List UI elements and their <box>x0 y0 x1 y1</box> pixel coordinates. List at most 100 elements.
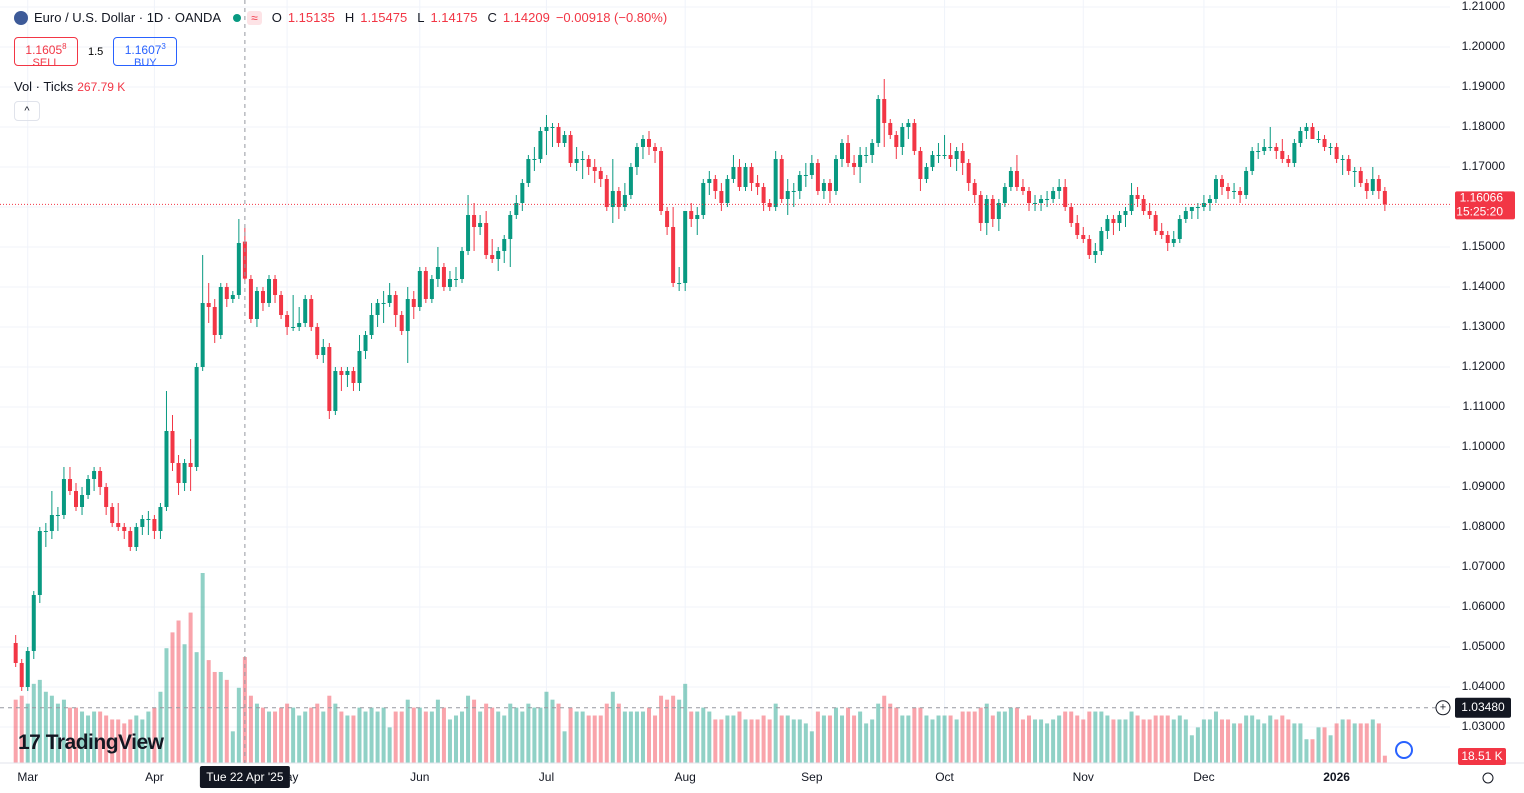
candle-body <box>936 155 941 156</box>
candle-body <box>1262 147 1267 151</box>
buy-price: 1.1607 <box>124 43 162 57</box>
candle-body <box>1135 195 1140 199</box>
sell-button[interactable]: 1.16058 SELL <box>14 37 78 69</box>
volume-bar <box>671 695 676 763</box>
volume-bar <box>1063 711 1068 763</box>
volume-bar <box>25 703 30 763</box>
brand-name: TradingView <box>45 731 164 754</box>
candle-body <box>562 135 567 143</box>
volume-bar <box>273 711 278 763</box>
candle-body <box>429 279 434 299</box>
candle-body <box>309 299 314 327</box>
volume-bar <box>1051 719 1056 763</box>
volume-bar <box>797 719 802 763</box>
volume-bar <box>755 719 760 763</box>
volume-bar <box>200 573 205 763</box>
ohlc-value: 1.14209 <box>502 10 550 25</box>
spread: 1.5 <box>88 45 104 58</box>
symbol-title[interactable]: Euro / U.S. Dollar · 1D · OANDA <box>34 10 222 25</box>
volume-bar <box>333 703 338 763</box>
candle-body <box>182 463 187 483</box>
volume-bar <box>1340 719 1345 763</box>
crosshair-price-label: 1.03480 <box>1461 700 1505 714</box>
candle-body <box>1220 179 1225 187</box>
volume-bar <box>1207 719 1212 763</box>
candle-body <box>604 179 609 207</box>
volume-bar <box>429 711 434 763</box>
volume-bar <box>1135 715 1140 763</box>
candle-body <box>37 531 42 595</box>
candle-body <box>809 163 814 175</box>
candle-body <box>327 347 332 411</box>
candle-body <box>303 299 308 323</box>
ohlc-key: L <box>417 10 425 25</box>
symbol-icon <box>14 10 28 25</box>
candle-body <box>882 99 887 123</box>
x-tick-label: Jun <box>410 770 429 784</box>
candle-body <box>1033 203 1038 204</box>
volume-bar <box>128 719 133 763</box>
collapse-button[interactable]: ^ <box>14 101 40 121</box>
candle-body <box>773 159 778 207</box>
volume-bar <box>604 703 609 763</box>
volume-bar <box>1165 715 1170 763</box>
candle-body <box>333 371 338 411</box>
volume-bar <box>1183 719 1188 763</box>
volume-bar <box>942 715 947 763</box>
volume-bar <box>827 715 832 763</box>
candle-body <box>110 507 115 523</box>
volume-bar <box>526 703 531 763</box>
volume-bar <box>1008 707 1013 763</box>
volume-bar <box>1274 719 1279 763</box>
volume-bar <box>1075 715 1080 763</box>
candle-body <box>1340 159 1345 160</box>
candle-body <box>357 351 362 383</box>
candle-body <box>116 523 121 527</box>
buy-button[interactable]: 1.16073 BUY <box>113 37 178 69</box>
candle-body <box>634 147 639 167</box>
candle-body <box>200 303 205 367</box>
volume-bar <box>460 711 465 763</box>
candle-body <box>689 211 694 219</box>
y-tick-label: 1.19000 <box>1462 79 1506 93</box>
volume-bar <box>1268 715 1273 763</box>
candle-body <box>98 471 103 487</box>
volume-bar <box>852 715 857 763</box>
candle-body <box>1093 251 1098 255</box>
volume-bar <box>719 719 724 763</box>
candle-body <box>755 183 760 187</box>
volume-bar <box>689 711 694 763</box>
candle-body <box>411 299 416 307</box>
volume-bar <box>1376 723 1381 763</box>
candle-body <box>224 287 229 299</box>
volume-bar <box>1292 723 1297 763</box>
crosshair-date-tag <box>199 766 290 788</box>
candle-body <box>526 159 531 183</box>
candle-body <box>1111 219 1116 223</box>
volume-bar <box>80 711 85 763</box>
volume-bar <box>562 731 567 763</box>
candle-body <box>1099 231 1104 251</box>
candle-body <box>248 279 253 319</box>
volume-bar <box>351 715 356 763</box>
volume-bar <box>67 707 72 763</box>
volume-bar <box>1014 707 1019 763</box>
candle-body <box>870 143 875 155</box>
volume-bar <box>640 711 645 763</box>
candle-body <box>49 515 54 531</box>
candle-body <box>1292 143 1297 163</box>
volume-bar <box>1195 727 1200 763</box>
candle-body <box>749 167 754 183</box>
candle-body <box>80 495 85 507</box>
volume-bar <box>1346 719 1351 763</box>
volume-bar <box>104 715 109 763</box>
volume-title[interactable]: Vol · Ticks <box>14 79 74 94</box>
volume-bar <box>49 695 54 763</box>
volume-bar <box>779 715 784 763</box>
x-tick-label: Jul <box>539 770 554 784</box>
candle-body <box>472 215 477 227</box>
candle-body <box>864 155 869 156</box>
y-tick-label: 1.14000 <box>1462 279 1506 293</box>
volume-bar <box>870 719 875 763</box>
volume-bar <box>194 652 199 763</box>
